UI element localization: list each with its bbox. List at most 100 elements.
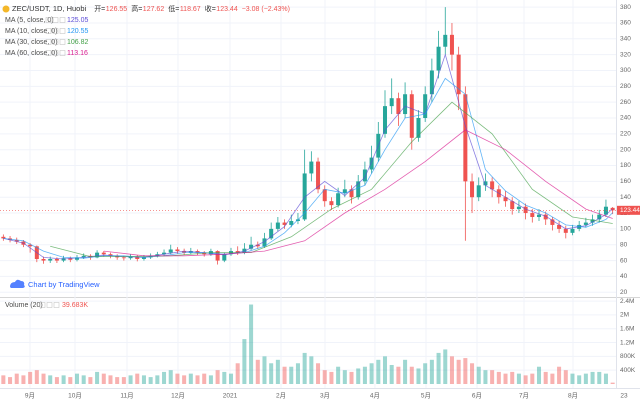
ohlc-value: 126.55 [106,6,128,13]
candle-body [336,193,341,206]
volume-bar [108,375,113,384]
volume-bar [423,363,428,384]
candle-body [235,251,240,253]
legend-icon[interactable] [59,17,66,23]
candle-body [503,197,508,202]
tv-logo[interactable]: Chart by TradingView [10,279,100,289]
y-tick-label: 380 [620,4,631,11]
ma-line [103,129,613,257]
y-tick-label: 300 [620,67,631,74]
candle-body [516,206,521,210]
candle-body [449,34,454,55]
ma-value: 113.16 [67,50,88,57]
volume-bar [275,359,280,384]
x-tick-label: 10月 [68,392,82,400]
legend-icon[interactable] [59,39,66,45]
y-tick-label: 360 [620,20,631,27]
volume-bar [382,356,388,384]
candle-body [95,252,100,258]
candle-body [128,256,133,259]
volume-bar [28,371,33,384]
volume-tick-label: 400K [620,367,636,374]
volume-bar [255,359,260,384]
legend-icon[interactable] [52,50,59,56]
volume-bar [115,377,120,384]
volume-bar [436,352,441,384]
candle-body [28,244,33,247]
ma-value: 120.55 [67,28,89,35]
legend-icon[interactable] [39,302,46,308]
y-tick-label: 260 [620,99,631,106]
legend-icon[interactable] [52,28,59,34]
legend-icon[interactable] [59,50,66,56]
volume-bar [235,363,240,384]
volume-last: 39.683K [62,302,88,309]
candle-body [523,206,528,214]
candle-body [48,258,53,261]
candle-body [121,257,126,259]
y-tick-label: 60 [620,257,628,264]
volume-bar [1,375,6,384]
volume-bar [175,373,180,384]
legend-icon[interactable] [53,302,60,308]
volume-bar [128,375,133,384]
candle-body [215,251,220,261]
candle-body [543,214,548,220]
legend-icon[interactable] [45,28,52,34]
candle-body [603,206,608,215]
volume-bar [135,373,140,384]
ma-name: MA (5, close, 0) [5,17,54,24]
candle-body [443,34,448,47]
x-tick-label: 23 [620,393,628,400]
legend-icon[interactable] [52,39,59,45]
legend-icon[interactable] [45,50,52,56]
volume-bar [583,373,588,384]
y-tick-label: 140 [620,194,631,201]
x-tick-label: 2021 [223,393,238,400]
volume-bar [68,377,73,384]
candle-body [255,244,260,247]
volume-bar [590,371,595,384]
candle-body [530,213,535,218]
volume-bar [121,377,126,384]
volume-bar [550,373,555,384]
volume-bar [490,370,495,384]
legend-icon[interactable] [45,17,52,23]
volume-bar [34,370,39,384]
legend-icon[interactable] [45,39,52,45]
x-tick-label: 12月 [171,392,185,400]
candle-body [563,228,568,233]
volume-bar [21,375,26,384]
volume-bar [155,375,160,384]
legend-icon[interactable] [52,17,59,23]
ma-line [3,53,613,260]
volume-bar [316,363,321,384]
legend-icon[interactable] [46,302,53,308]
y-tick-label: 180 [620,162,631,169]
volume-tick-label: 800K [620,353,636,360]
volume-bar [282,366,287,384]
volume-bar [302,352,307,384]
tv-icon [10,279,25,288]
volume-bar [269,363,274,384]
x-tick-label: 11月 [120,392,133,400]
volume-bar [403,359,408,384]
volume-bar [389,364,394,384]
volume-bar [249,304,254,384]
attribution[interactable]: Chart by TradingView [28,280,100,289]
volume-bar [262,356,267,384]
candle-body [436,46,441,71]
ohlc-value: 118.67 [180,6,201,13]
candle-body [349,189,354,198]
candle-body [141,257,146,259]
x-tick-label: 8月 [568,392,578,400]
candle-body [597,214,602,220]
legend-icon[interactable] [59,28,66,34]
ma-name: MA (10, close, 0) [5,28,58,35]
candle-body [54,258,59,261]
volume-bar [322,370,327,384]
volume-bar [202,373,207,384]
candle-body [269,228,274,239]
candle-body [316,161,321,190]
